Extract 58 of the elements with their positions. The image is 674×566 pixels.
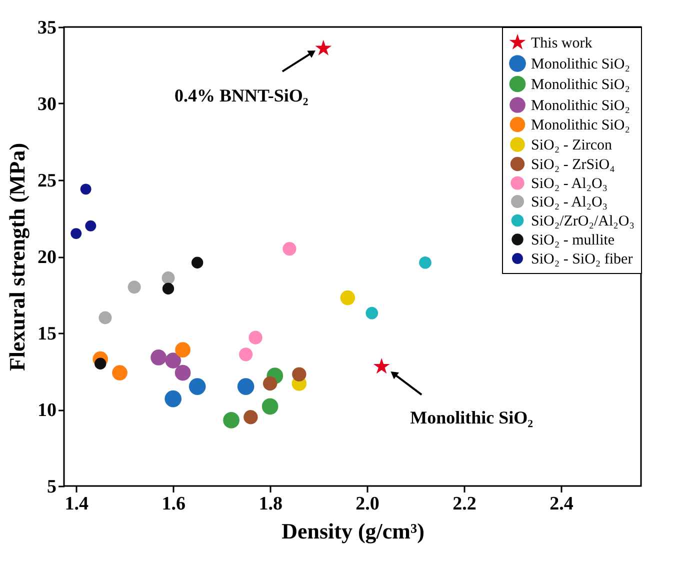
x-tick-label: 2.2 bbox=[452, 494, 476, 514]
point bbox=[150, 350, 166, 366]
point bbox=[98, 311, 112, 324]
point bbox=[282, 242, 296, 256]
y-tick-label: 25 bbox=[38, 170, 56, 192]
point bbox=[112, 365, 128, 380]
x-tick-label: 2.4 bbox=[550, 494, 574, 514]
x-axis-title: Density (g/cm³) bbox=[282, 518, 424, 544]
y-tick-label: 35 bbox=[38, 18, 56, 38]
legend-label: SiO₂ - Zircon bbox=[531, 138, 613, 154]
point bbox=[165, 352, 182, 368]
y-tick-label: 5 bbox=[47, 476, 56, 498]
legend-label: Monolithic SiO₂ bbox=[531, 118, 630, 134]
point bbox=[164, 390, 182, 408]
y-tick-label: 30 bbox=[38, 94, 56, 115]
legend-label: Monolithic SiO₂ bbox=[531, 77, 630, 93]
point bbox=[175, 342, 190, 358]
point bbox=[85, 220, 96, 232]
y-tick-label: 10 bbox=[38, 400, 56, 421]
point bbox=[162, 271, 175, 284]
x-tick-label: 2.0 bbox=[356, 494, 380, 514]
legend-label: SiO₂ - Al₂O₃ bbox=[531, 194, 608, 210]
legend-label: This work bbox=[531, 36, 593, 52]
x-tick-label: 1.4 bbox=[64, 494, 89, 514]
point bbox=[192, 256, 204, 268]
y-axis-title: Flexural strength (MPa) bbox=[4, 142, 30, 372]
point bbox=[262, 398, 278, 415]
legend-label: SiO₂ - ZrSiO₄ bbox=[531, 157, 615, 173]
point bbox=[239, 348, 253, 362]
legend-label: Monolithic SiO₂ bbox=[531, 56, 630, 72]
y-tick-label: 15 bbox=[38, 324, 56, 344]
point bbox=[128, 280, 141, 294]
point bbox=[373, 358, 390, 374]
x-tick-label: 1.8 bbox=[258, 494, 282, 514]
point bbox=[315, 40, 332, 56]
y-tick-label: 20 bbox=[38, 247, 56, 268]
point bbox=[162, 282, 174, 294]
annotation: 0.4% BNNT-SiO₂ bbox=[174, 85, 308, 106]
point bbox=[237, 378, 254, 395]
legend-label: SiO₂ - Al₂O₃ bbox=[531, 176, 608, 192]
point bbox=[174, 364, 191, 381]
point bbox=[419, 256, 432, 269]
point bbox=[262, 376, 278, 391]
point bbox=[70, 228, 82, 240]
point bbox=[188, 378, 206, 395]
point bbox=[223, 412, 240, 428]
point bbox=[340, 290, 356, 306]
annotation: Monolithic SiO₂ bbox=[410, 408, 534, 428]
legend-label: SiO₂ - mullite bbox=[531, 232, 615, 248]
legend-label: Monolithic SiO₂ bbox=[531, 98, 630, 114]
point bbox=[244, 410, 258, 424]
point bbox=[292, 367, 306, 382]
x-tick-label: 1.6 bbox=[162, 494, 186, 514]
point bbox=[366, 306, 378, 320]
legend-label: SiO₂/ZrO₂/Al₂O₃ bbox=[531, 214, 634, 230]
point bbox=[248, 330, 262, 344]
point bbox=[80, 184, 92, 195]
legend-label: SiO₂ - SiO₂ fiber bbox=[531, 252, 633, 268]
